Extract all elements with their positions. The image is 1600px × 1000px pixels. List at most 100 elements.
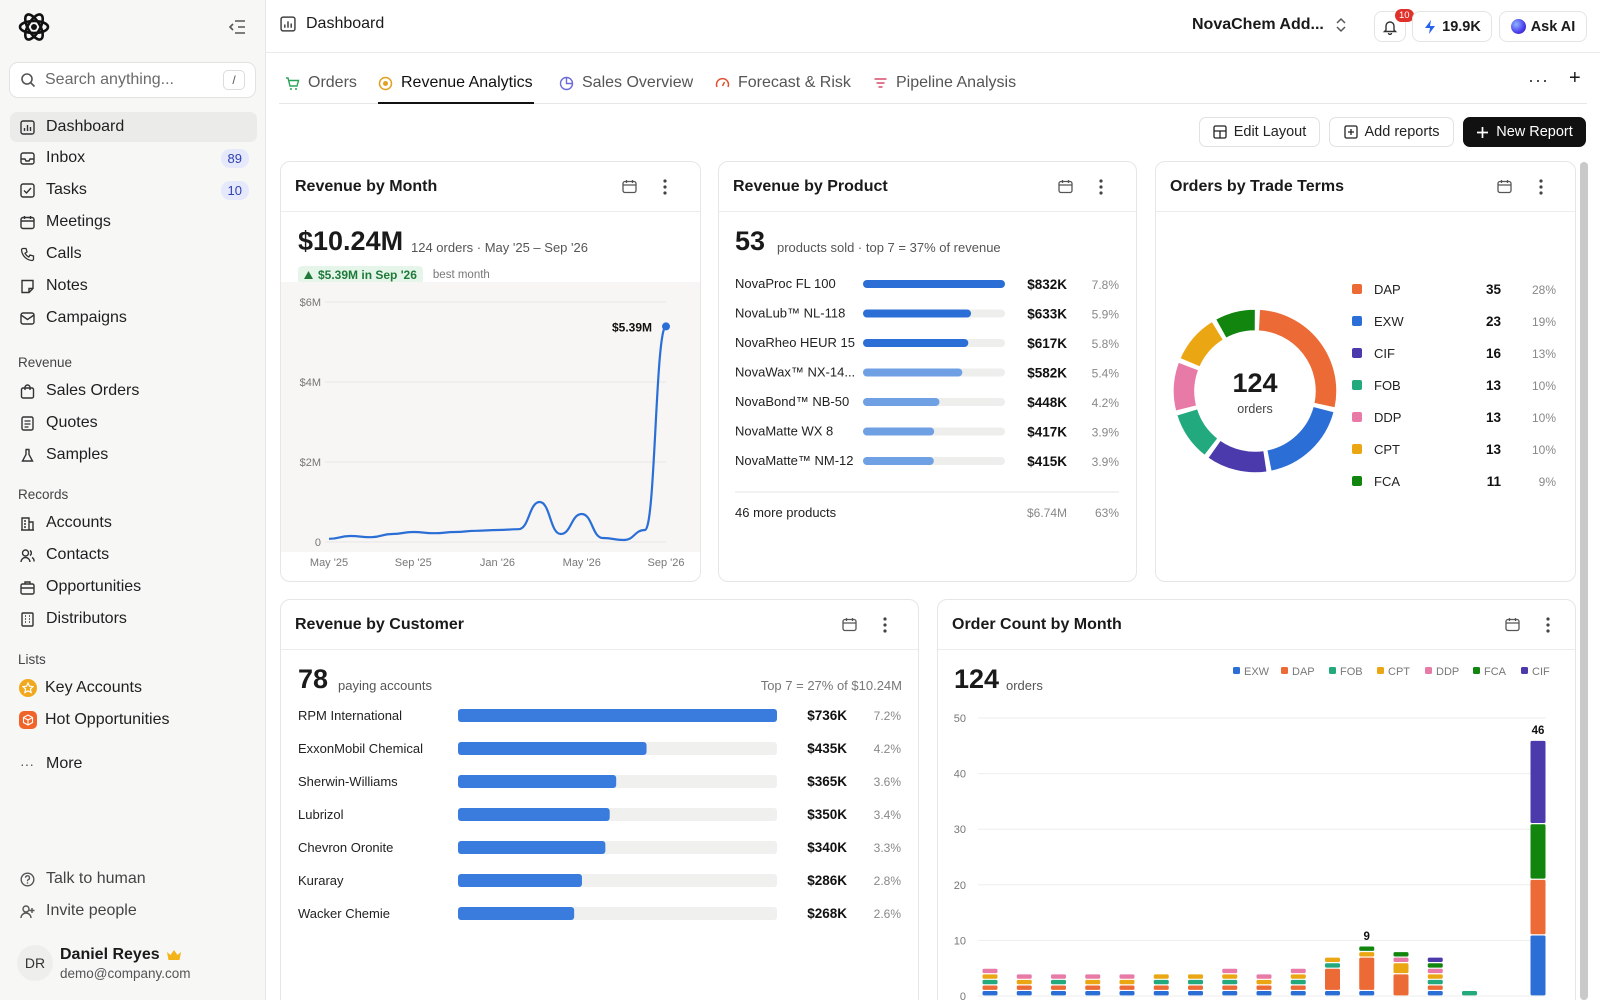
sidebar-item-inbox[interactable]: Inbox 89 <box>10 143 257 173</box>
y-tick-label: 10 <box>954 935 966 947</box>
calendar-icon[interactable] <box>1058 179 1073 194</box>
sidebar-item-dashboard[interactable]: Dashboard <box>10 112 257 142</box>
add-tab-icon[interactable]: + <box>1569 67 1581 89</box>
bar-segment-cpt <box>1222 974 1238 979</box>
main-scrollbar[interactable] <box>1580 162 1588 1000</box>
other-products-value: $6.74M <box>1027 506 1067 520</box>
more-options-icon[interactable]: ··· <box>1528 70 1549 90</box>
card-header: Revenue by Customer <box>281 600 918 650</box>
y-tick-label: 0 <box>960 991 966 1000</box>
legend-label: DDP <box>1374 410 1401 425</box>
bar-segment-fob <box>1222 979 1238 985</box>
calendar-icon[interactable] <box>622 179 637 194</box>
kebab-menu-icon[interactable] <box>662 178 668 196</box>
edit-layout-button[interactable]: Edit Layout <box>1199 117 1320 147</box>
kebab-menu-icon[interactable] <box>1538 178 1544 196</box>
legend-percent: 13% <box>1532 347 1556 361</box>
bar-segment-exw <box>1016 991 1032 996</box>
best-month-note: best month <box>432 269 490 281</box>
calendar-icon[interactable] <box>842 617 857 632</box>
ask-ai-button[interactable]: Ask AI <box>1499 11 1587 42</box>
sidebar-item-key-accounts[interactable]: Key Accounts <box>10 673 257 703</box>
sidebar-item-accounts[interactable]: Accounts <box>10 508 257 538</box>
sidebar-item-distributors[interactable]: Distributors <box>10 604 257 634</box>
card-header: Revenue by Product <box>719 162 1136 212</box>
sidebar-item-quotes[interactable]: Quotes <box>10 408 257 438</box>
sidebar-item-contacts[interactable]: Contacts <box>10 540 257 570</box>
customer-bar <box>458 841 606 854</box>
sidebar-item-more[interactable]: ··· More <box>10 749 257 779</box>
search-input[interactable]: Search anything... / <box>9 62 256 98</box>
legend-swatch <box>1352 412 1362 422</box>
y-tick-label: 20 <box>954 880 966 892</box>
layout-grid-icon <box>1213 125 1227 139</box>
bar-segment-ddp <box>1119 974 1135 979</box>
sidebar-item-notes[interactable]: Notes <box>10 271 257 301</box>
bar-segment-exw <box>1153 991 1169 996</box>
sidebar-item-label: Key Accounts <box>45 679 142 696</box>
credits-button[interactable]: 19.9K <box>1412 11 1492 42</box>
tab-revenue-analytics[interactable]: Revenue Analytics <box>378 74 534 104</box>
customer-value: $365K <box>807 774 847 789</box>
users-icon <box>19 547 35 563</box>
sidebar-item-label: Talk to human <box>46 870 146 887</box>
legend-label: FCA <box>1374 474 1400 489</box>
sidebar-item-samples[interactable]: Samples <box>10 440 257 470</box>
kebab-menu-icon[interactable] <box>1545 616 1551 634</box>
tab-forecast-risk[interactable]: Forecast & Risk <box>715 74 851 104</box>
customer-percent: 2.8% <box>874 874 902 888</box>
tab-pipeline-analysis[interactable]: Pipeline Analysis <box>873 74 1016 104</box>
y-tick-label: 40 <box>954 769 966 781</box>
kebab-menu-icon[interactable] <box>882 616 888 634</box>
legend-count: 35 <box>1486 282 1502 297</box>
customer-name: ExxonMobil Chemical <box>298 741 423 756</box>
bar-segment-ddp <box>1393 957 1409 963</box>
bar-segment-exw <box>1325 991 1340 996</box>
calendar-icon[interactable] <box>1505 617 1520 632</box>
tab-orders[interactable]: Orders <box>285 74 357 104</box>
order-count-by-month-card: Order Count by Month 124 orders EXW DAP FO… <box>937 599 1576 1000</box>
user-profile[interactable]: DR Daniel Reyes demo@company.com <box>17 945 191 981</box>
tab-sales-overview[interactable]: Sales Overview <box>559 74 693 104</box>
donut-slice-fca <box>1214 308 1257 340</box>
invite-people-link[interactable]: Invite people <box>10 896 257 926</box>
crown-icon <box>166 949 181 960</box>
pie-chart-icon <box>559 76 574 91</box>
notifications-button[interactable]: 10 <box>1374 9 1414 42</box>
workspace-switcher[interactable]: NovaChem Add... <box>1192 16 1348 34</box>
revenue-by-month-card: Revenue by Month $10.24M 124 orders · Ma… <box>280 161 701 582</box>
new-report-button[interactable]: New Report <box>1463 117 1586 147</box>
legend-swatch <box>1352 444 1362 454</box>
talk-to-human-link[interactable]: Talk to human <box>10 864 257 894</box>
sidebar-item-opportunities[interactable]: Opportunities <box>10 572 257 602</box>
calendar-icon[interactable] <box>1497 179 1512 194</box>
sidebar-item-label: Distributors <box>46 610 127 627</box>
legend-count: 13 <box>1486 410 1502 425</box>
product-name: NovaProc FL 100 <box>735 276 836 291</box>
add-reports-button[interactable]: Add reports <box>1329 117 1454 147</box>
legend-swatch <box>1329 667 1336 674</box>
sidebar-item-sales-orders[interactable]: Sales Orders <box>10 376 257 406</box>
help-circle-icon <box>19 871 35 887</box>
building-icon <box>19 515 35 531</box>
dashboard-icon <box>19 119 35 135</box>
tab-label: Revenue Analytics <box>401 74 533 91</box>
bar-segment-dap <box>1222 985 1238 990</box>
app-logo-icon[interactable] <box>17 10 51 44</box>
sidebar-item-label: More <box>46 755 83 772</box>
kebab-menu-icon[interactable] <box>1098 178 1104 196</box>
bar-segment-dap <box>1188 985 1203 990</box>
sidebar-item-meetings[interactable]: Meetings <box>10 207 257 237</box>
legend-label: DDP <box>1436 666 1459 678</box>
sidebar-item-calls[interactable]: Calls <box>10 239 257 269</box>
sidebar-item-tasks[interactable]: Tasks 10 <box>10 175 257 205</box>
sidebar-item-hot-opportunities[interactable]: Hot Opportunities <box>10 705 257 735</box>
legend-swatch <box>1352 348 1362 358</box>
calendar-icon <box>19 214 35 230</box>
sidebar-item-campaigns[interactable]: Campaigns <box>10 303 257 333</box>
tab-label: Pipeline Analysis <box>896 74 1017 91</box>
collapse-sidebar-icon[interactable] <box>226 16 248 38</box>
gauge-icon <box>715 77 730 88</box>
product-value: $832K <box>1027 277 1067 292</box>
revenue-section-heading: Revenue <box>18 355 73 370</box>
